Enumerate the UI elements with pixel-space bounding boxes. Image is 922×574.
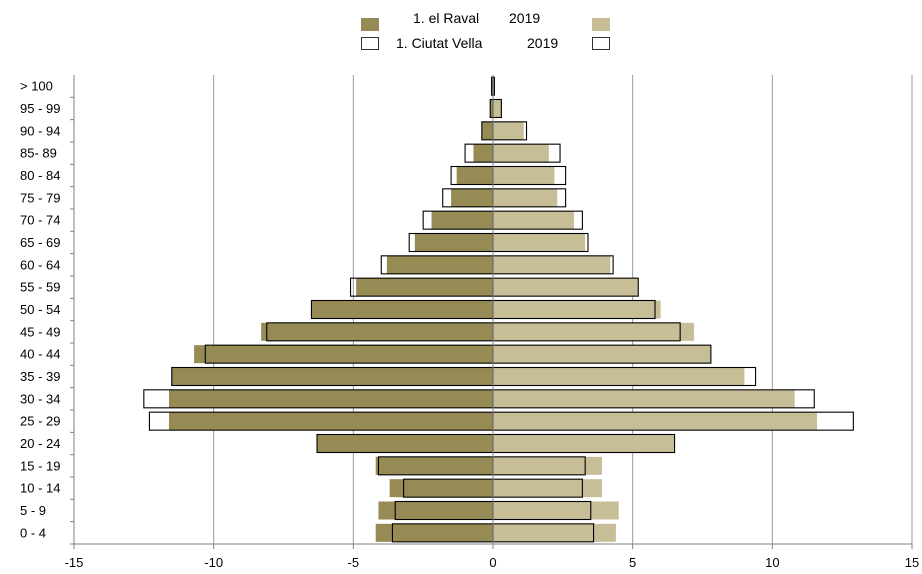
bars-el-raval (168, 77, 818, 542)
bar-raval-female (493, 501, 619, 520)
y-tick-label: 50 - 54 (20, 302, 60, 317)
bar-raval-female (493, 211, 575, 230)
legend-swatch-cv-female (592, 37, 610, 50)
legend-swatch-raval-male (361, 18, 379, 31)
x-tick-label: -10 (204, 555, 223, 570)
bar-raval-male (490, 99, 493, 118)
bar-raval-male (431, 211, 493, 230)
y-axis-labels: 0 - 4 5 - 9 10 - 14 15 - 19 20 - 24 25 - 29 30… (20, 79, 60, 541)
x-tick-label: 10 (765, 555, 779, 570)
bar-raval-male (171, 367, 493, 386)
bar-raval-male (311, 300, 493, 319)
bar-raval-male (456, 166, 493, 185)
bar-raval-female (493, 479, 602, 498)
legend: 1. el Raval 2019 1. Ciutat Vella 2019 (361, 10, 610, 51)
y-tick-label: 70 - 74 (20, 213, 60, 228)
x-tick-label: -5 (348, 555, 360, 570)
bar-raval-female (493, 345, 711, 364)
legend-year-raval: 2019 (509, 10, 540, 26)
bar-raval-male (481, 121, 493, 140)
y-tick-label: 20 - 24 (20, 436, 60, 451)
x-tick-label: -15 (65, 555, 84, 570)
bar-raval-female (493, 77, 495, 96)
bar-raval-female (493, 255, 611, 274)
bar-raval-male (194, 345, 493, 364)
y-tick-label: 0 - 4 (20, 525, 46, 540)
y-tick-label: 40 - 44 (20, 347, 60, 362)
bar-raval-male (414, 233, 493, 252)
bar-raval-female (493, 99, 502, 118)
x-axis-labels: -15 -10 -5 0 5 10 15 (65, 555, 920, 570)
legend-swatch-cv-male (361, 37, 379, 50)
bar-raval-male (375, 523, 493, 542)
y-tick-label: 65 - 69 (20, 235, 60, 250)
bar-raval-female (493, 278, 639, 297)
legend-swatch-raval-female (592, 18, 610, 31)
bar-raval-male (375, 456, 493, 475)
bar-raval-male (356, 278, 493, 297)
bar-raval-female (493, 322, 695, 341)
y-tick-label: 80 - 84 (20, 168, 60, 183)
y-tick-label: 10 - 14 (20, 481, 60, 496)
bar-raval-female (493, 233, 586, 252)
legend-year-ciutat-vella: 2019 (527, 35, 558, 51)
bar-raval-female (493, 166, 555, 185)
legend-label-ciutat-vella: 1. Ciutat Vella (396, 35, 483, 51)
x-tick-label: 0 (489, 555, 496, 570)
bar-raval-male (386, 255, 493, 274)
y-tick-label: 30 - 34 (20, 391, 60, 406)
y-tick-label: 5 - 9 (20, 503, 46, 518)
y-tick-label: 55 - 59 (20, 280, 60, 295)
bar-raval-male (491, 77, 493, 96)
legend-label-raval: 1. el Raval (413, 10, 479, 26)
bar-raval-male (168, 412, 493, 431)
bar-raval-female (493, 456, 602, 475)
y-tick-label: 85- 89 (20, 146, 57, 161)
bar-raval-female (493, 389, 795, 408)
bar-raval-male (473, 144, 493, 163)
y-tick-label: 95 - 99 (20, 101, 60, 116)
y-tick-label: 15 - 19 (20, 458, 60, 473)
y-tick-label: 60 - 64 (20, 257, 60, 272)
bar-raval-male (261, 322, 493, 341)
bar-raval-female (493, 412, 818, 431)
y-tick-label: 45 - 49 (20, 324, 60, 339)
bar-raval-female (493, 523, 616, 542)
bar-raval-male (378, 501, 493, 520)
x-tick-label: 15 (905, 555, 919, 570)
bar-raval-female (493, 188, 558, 207)
bar-raval-male (451, 188, 493, 207)
bar-raval-male (389, 479, 493, 498)
y-tick-label: 75 - 79 (20, 190, 60, 205)
axes (70, 75, 913, 549)
bar-raval-female (493, 367, 745, 386)
bar-raval-female (493, 434, 675, 453)
bar-raval-female (493, 144, 549, 163)
x-tick-label: 5 (629, 555, 636, 570)
y-tick-label: 90 - 94 (20, 123, 60, 138)
y-tick-label: > 100 (20, 79, 53, 94)
y-tick-label: 25 - 29 (20, 414, 60, 429)
bar-raval-male (168, 389, 493, 408)
bar-raval-female (493, 121, 524, 140)
bar-raval-male (317, 434, 493, 453)
bar-raval-female (493, 300, 661, 319)
y-tick-label: 35 - 39 (20, 369, 60, 384)
